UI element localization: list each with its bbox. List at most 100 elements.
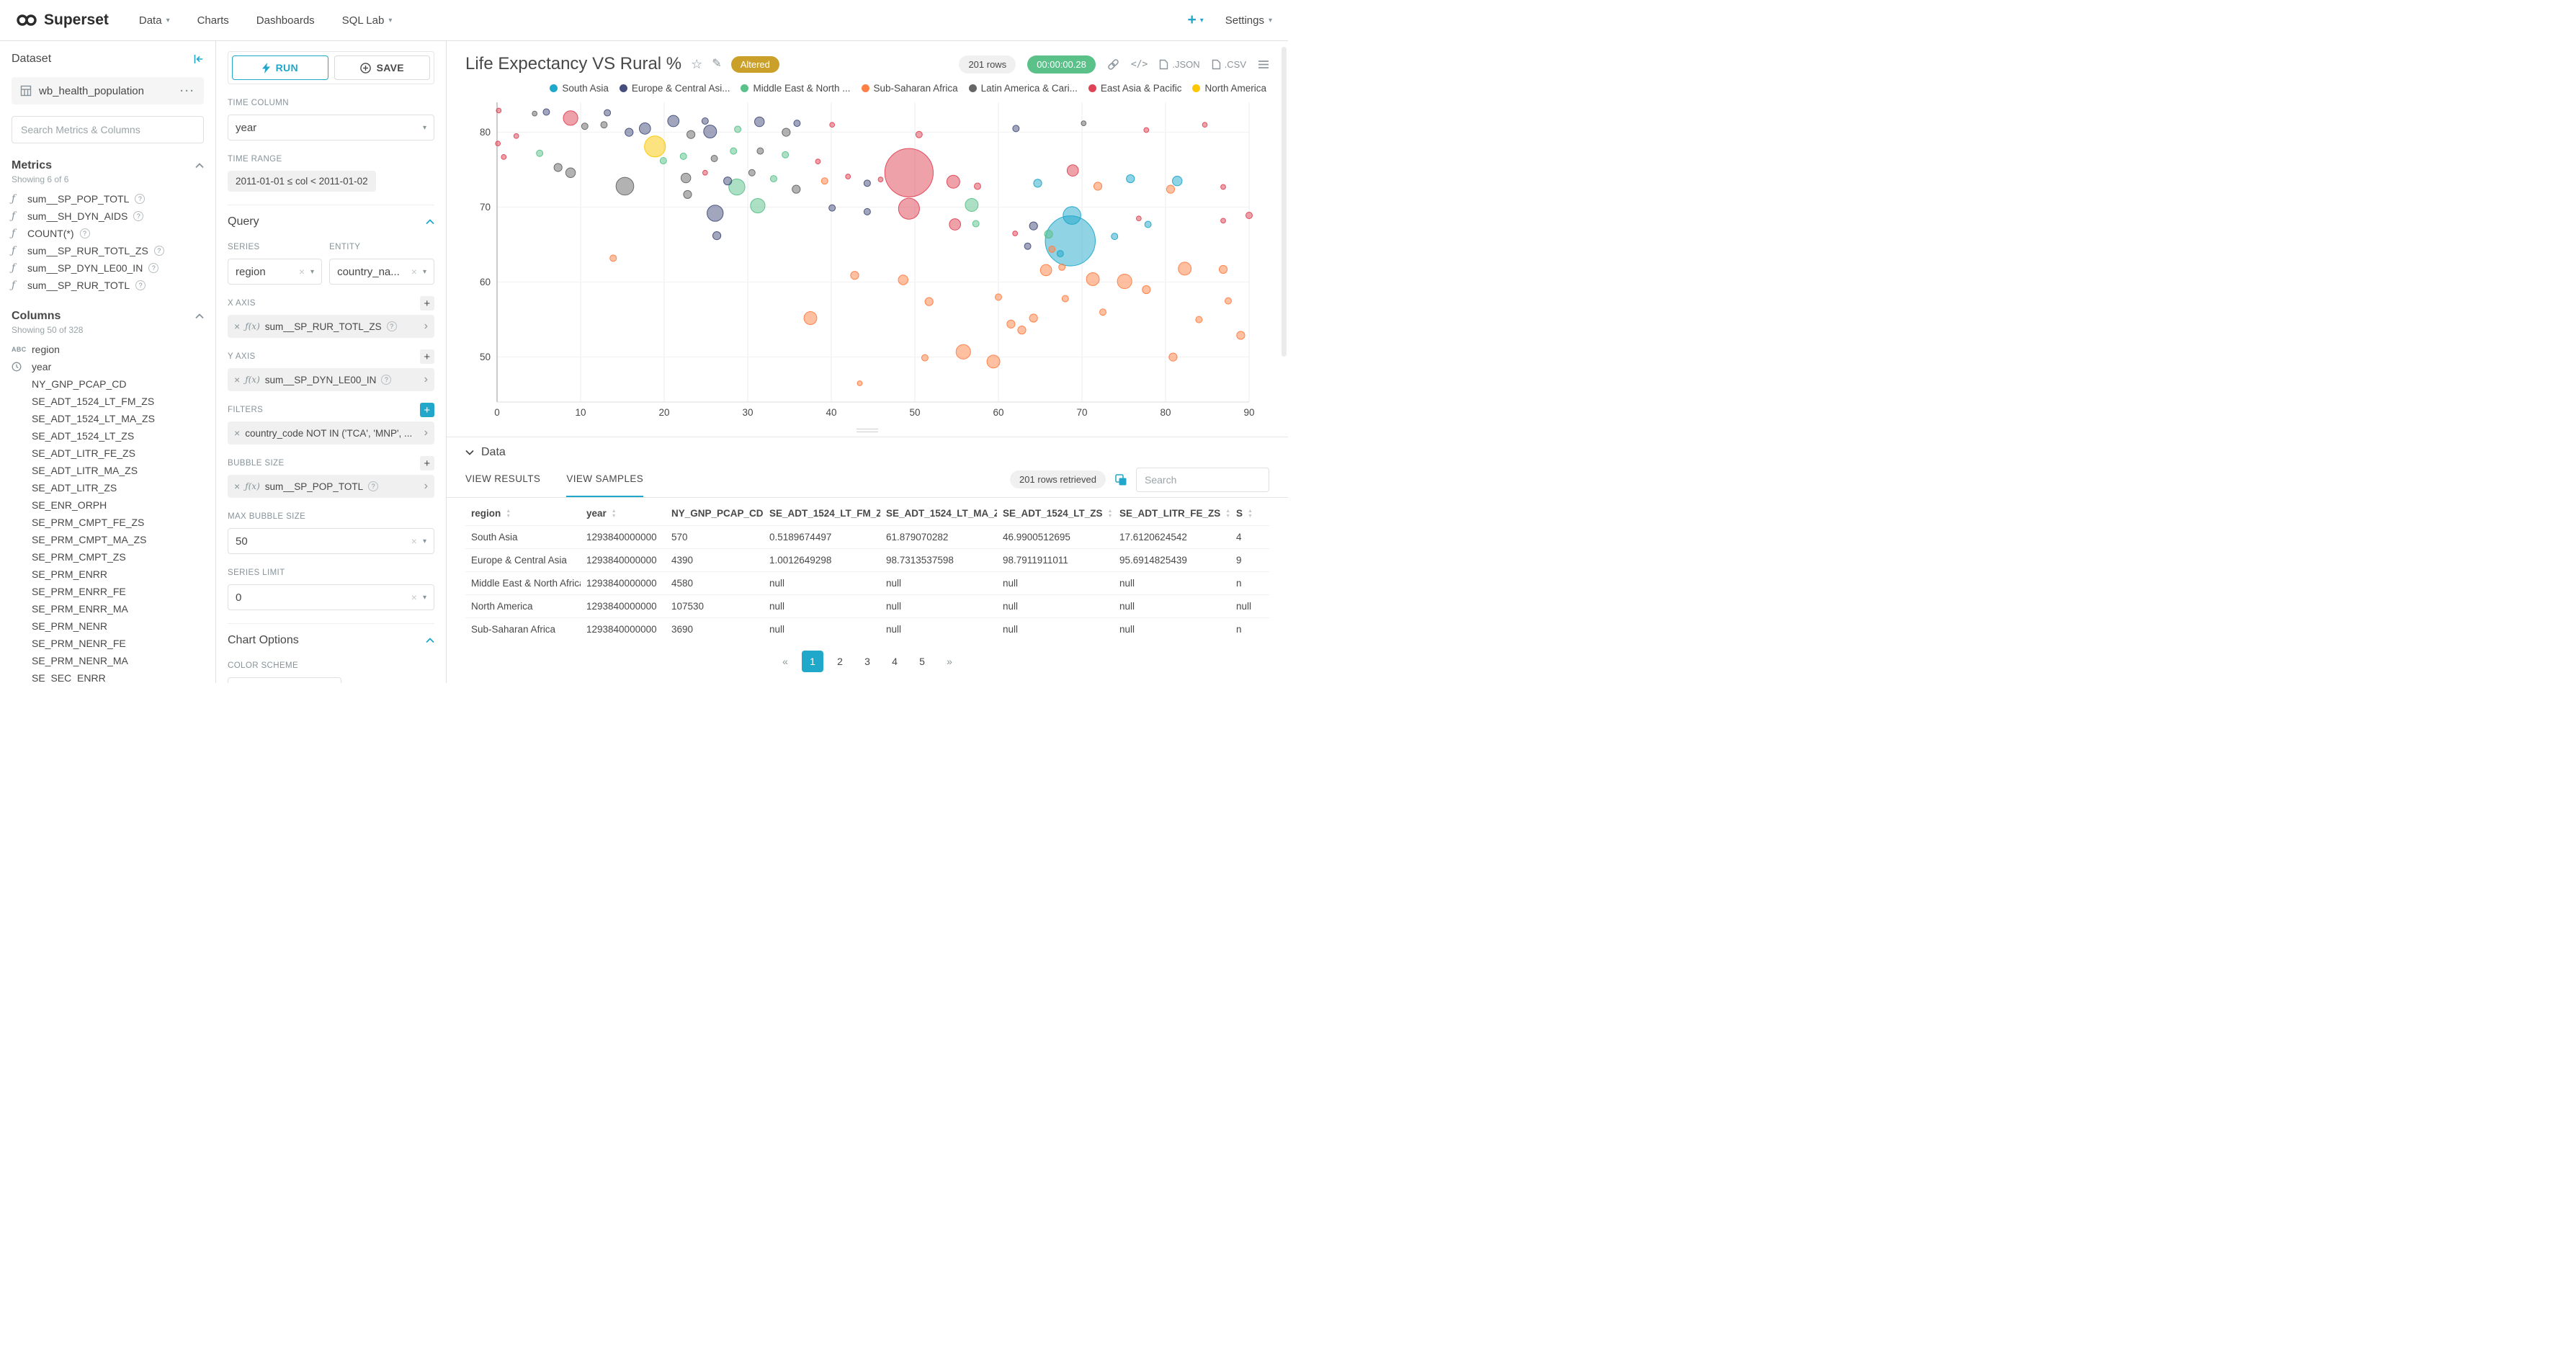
bubble[interactable] (683, 189, 692, 200)
embed-code-button[interactable]: </> (1130, 58, 1148, 70)
column-header[interactable]: S ▲ ▼ (1230, 501, 1269, 526)
sort-icon[interactable]: ▲ ▼ (612, 509, 617, 519)
bubble[interactable] (734, 125, 742, 133)
more-menu-icon[interactable]: ··· (180, 84, 195, 97)
bubble[interactable] (625, 128, 634, 137)
bubble[interactable] (949, 218, 962, 231)
legend-item[interactable]: Sub-Saharan Africa (861, 83, 958, 94)
clear-icon[interactable]: × (411, 266, 417, 277)
bubble[interactable] (1225, 297, 1232, 305)
bubble[interactable] (986, 354, 1001, 369)
bubble[interactable] (1039, 264, 1052, 277)
nav-item-data[interactable]: Data ▾ (139, 14, 170, 27)
bubble[interactable] (863, 207, 871, 215)
bubble[interactable] (1056, 250, 1064, 258)
column-item[interactable]: SE_SEC_ENRR (12, 669, 204, 683)
app-logo[interactable]: Superset (16, 12, 109, 29)
column-header[interactable]: region ▲ ▼ (465, 501, 581, 526)
legend-item[interactable]: Latin America & Cari... (968, 83, 1078, 94)
copy-icon[interactable] (1114, 473, 1127, 486)
column-item[interactable]: SE_PRM_NENR_MA (12, 652, 204, 669)
add-y-axis-button[interactable]: + (420, 349, 434, 364)
bubble[interactable] (1172, 175, 1183, 187)
entity-select[interactable]: country_na... × ▾ (329, 259, 434, 285)
column-item[interactable]: SE_PRM_CMPT_FE_ZS (12, 514, 204, 531)
help-icon[interactable]: ? (79, 228, 90, 238)
bubble[interactable] (728, 178, 746, 196)
bubble[interactable] (995, 293, 1002, 301)
bubble[interactable] (495, 140, 501, 147)
run-button[interactable]: RUN (232, 55, 328, 80)
bubble[interactable] (581, 122, 589, 130)
table-row[interactable]: South Asia 1293840000000 570 0.5189674497 61… (465, 525, 1269, 549)
table-row[interactable]: Europe & Central Asia 1293840000000 4390 1.… (465, 548, 1269, 572)
column-item[interactable]: SE_ADT_LITR_ZS (12, 479, 204, 496)
bubble[interactable] (702, 169, 708, 176)
bubble[interactable] (644, 135, 666, 158)
legend-item[interactable]: North America (1192, 83, 1266, 94)
bubble[interactable] (921, 354, 929, 362)
bubble[interactable] (679, 152, 687, 160)
bubble[interactable] (1012, 231, 1019, 236)
bubble[interactable] (850, 271, 859, 280)
pagination-page-5[interactable]: 5 (919, 656, 925, 668)
bubble[interactable] (1166, 184, 1176, 194)
bubble[interactable] (769, 175, 777, 183)
tab-view-results[interactable]: VIEW RESULTS (465, 462, 540, 497)
table-search-input[interactable] (1136, 467, 1269, 492)
bubble[interactable] (829, 122, 836, 128)
bubble[interactable] (748, 169, 756, 177)
bubble[interactable] (857, 380, 863, 386)
bubble[interactable] (1058, 263, 1066, 271)
bubble[interactable] (1006, 319, 1016, 329)
column-item[interactable]: SE_PRM_NENR_FE (12, 635, 204, 652)
bubble[interactable] (532, 110, 538, 117)
bubble[interactable] (974, 182, 981, 190)
column-item[interactable]: SE_ADT_1524_LT_MA_ZS (12, 410, 204, 427)
series-select[interactable]: region × ▾ (228, 259, 323, 285)
edit-title-icon[interactable]: ✎ (712, 58, 722, 70)
bubble[interactable] (542, 108, 550, 116)
bubble[interactable] (946, 174, 960, 189)
collapse-panel-icon[interactable] (192, 53, 204, 65)
bubble-chart[interactable]: 0 10 20 30 40 50 60 70 80 90 50 60 70 80 (465, 95, 1269, 421)
bubble[interactable] (723, 177, 733, 186)
bubble[interactable] (1126, 174, 1135, 184)
bubble[interactable] (604, 109, 612, 117)
add-filter-button[interactable]: + (420, 403, 434, 417)
legend-item[interactable]: East Asia & Pacific (1088, 83, 1181, 94)
bubble[interactable] (553, 163, 563, 172)
nav-item-charts[interactable]: Charts (197, 14, 229, 27)
y-axis-pill[interactable]: × ƒ(x) sum__SP_DYN_LE00_IN ? › (228, 368, 434, 391)
bubble[interactable] (972, 220, 980, 228)
bubble[interactable] (1061, 295, 1069, 303)
bubble[interactable] (1220, 184, 1226, 190)
bubble[interactable] (1063, 206, 1081, 225)
legend-item[interactable]: Europe & Central Asi... (619, 83, 730, 94)
column-header[interactable]: SE_ADT_1524_LT_FM_ZS▲▼ (764, 501, 880, 526)
pagination-page-1[interactable]: 1 (802, 651, 823, 673)
bubble[interactable] (659, 157, 667, 165)
bubble[interactable] (845, 174, 851, 179)
metric-item[interactable]: ƒ sum__SP_POP_TOTL? (12, 190, 204, 207)
metric-item[interactable]: ƒ sum__SP_DYN_LE00_IN? (12, 259, 204, 277)
x-axis-pill[interactable]: × ƒ(x) sum__SP_RUR_TOTL_ZS ? › (228, 315, 434, 338)
table-row[interactable]: Middle East & North Africa 1293840000000 4… (465, 571, 1269, 595)
chart-menu-button[interactable] (1258, 60, 1269, 69)
bubble[interactable] (803, 311, 818, 325)
column-item[interactable]: SE_ADT_LITR_MA_ZS (12, 462, 204, 479)
help-icon[interactable]: ? (386, 321, 397, 331)
table-row[interactable]: North America 1293840000000 107530 null null… (465, 594, 1269, 618)
nav-item-sql-lab[interactable]: SQL Lab ▾ (342, 14, 393, 27)
bubble[interactable] (615, 177, 635, 196)
bubble[interactable] (496, 107, 502, 114)
metric-item[interactable]: ƒ sum__SP_RUR_TOTL_ZS? (12, 242, 204, 259)
bubble-size-pill[interactable]: × ƒ(x) sum__SP_POP_TOTL ? › (228, 475, 434, 498)
bubble[interactable] (1017, 326, 1027, 335)
column-item[interactable]: SE_ADT_LITR_FE_ZS (12, 445, 204, 462)
remove-icon[interactable]: × (234, 427, 241, 439)
column-item[interactable]: SE_ADT_1524_LT_ZS (12, 427, 204, 445)
bubble[interactable] (915, 130, 923, 138)
bubble[interactable] (1029, 221, 1038, 231)
remove-icon[interactable]: × (234, 321, 241, 332)
